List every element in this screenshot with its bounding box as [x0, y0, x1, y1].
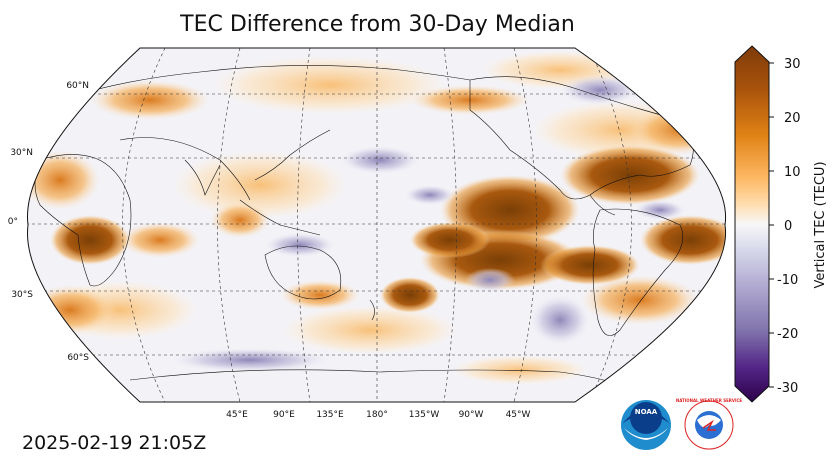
lon-label-135w: 135°W: [409, 410, 440, 420]
lon-label-45w: 45°W: [506, 410, 531, 420]
lat-label-30n: 30°N: [10, 148, 33, 158]
lat-label-0: 0°: [8, 217, 18, 227]
colorbar-tick: -20: [777, 327, 798, 342]
gridlines: [27, 48, 726, 402]
lon-label-90w: 90°W: [459, 410, 484, 420]
lat-label-60s: 60°S: [67, 353, 89, 363]
lon-label-45e: 45°E: [226, 410, 248, 420]
globe-field: [27, 48, 726, 402]
globe-outline: [27, 47, 727, 403]
lat-label-30s: 30°S: [11, 290, 33, 300]
colorbar-tick: 10: [784, 165, 801, 180]
colorbar-tick: -10: [777, 273, 798, 288]
nws-logo: NATIONAL WEATHER SERVICE: [676, 398, 743, 450]
lon-label-135e: 135°E: [316, 410, 344, 420]
colorbar-tick: 30: [784, 57, 801, 72]
colorbar-label: Vertical TEC (TECU): [813, 161, 828, 288]
chart-title: TEC Difference from 30-Day Median: [180, 12, 575, 37]
lon-label-180: 180°: [366, 410, 388, 420]
colorbar-tick: 20: [784, 111, 801, 126]
lat-label-60n: 60°N: [66, 81, 89, 91]
noaa-logo: NOAA: [621, 400, 671, 450]
colorbar-tick: 0: [784, 219, 792, 234]
nws-logo-text: NATIONAL WEATHER SERVICE: [676, 398, 743, 403]
timestamp: 2025-02-19 21:05Z: [22, 432, 207, 454]
colorbar: 30 20 10 0 -10 -20 -30 Vertical TEC (TEC…: [734, 45, 828, 403]
colorbar-bar: [734, 45, 770, 403]
noaa-logo-text: NOAA: [635, 408, 658, 416]
colorbar-tick: -30: [777, 381, 798, 396]
lon-label-90e: 90°E: [273, 410, 295, 420]
